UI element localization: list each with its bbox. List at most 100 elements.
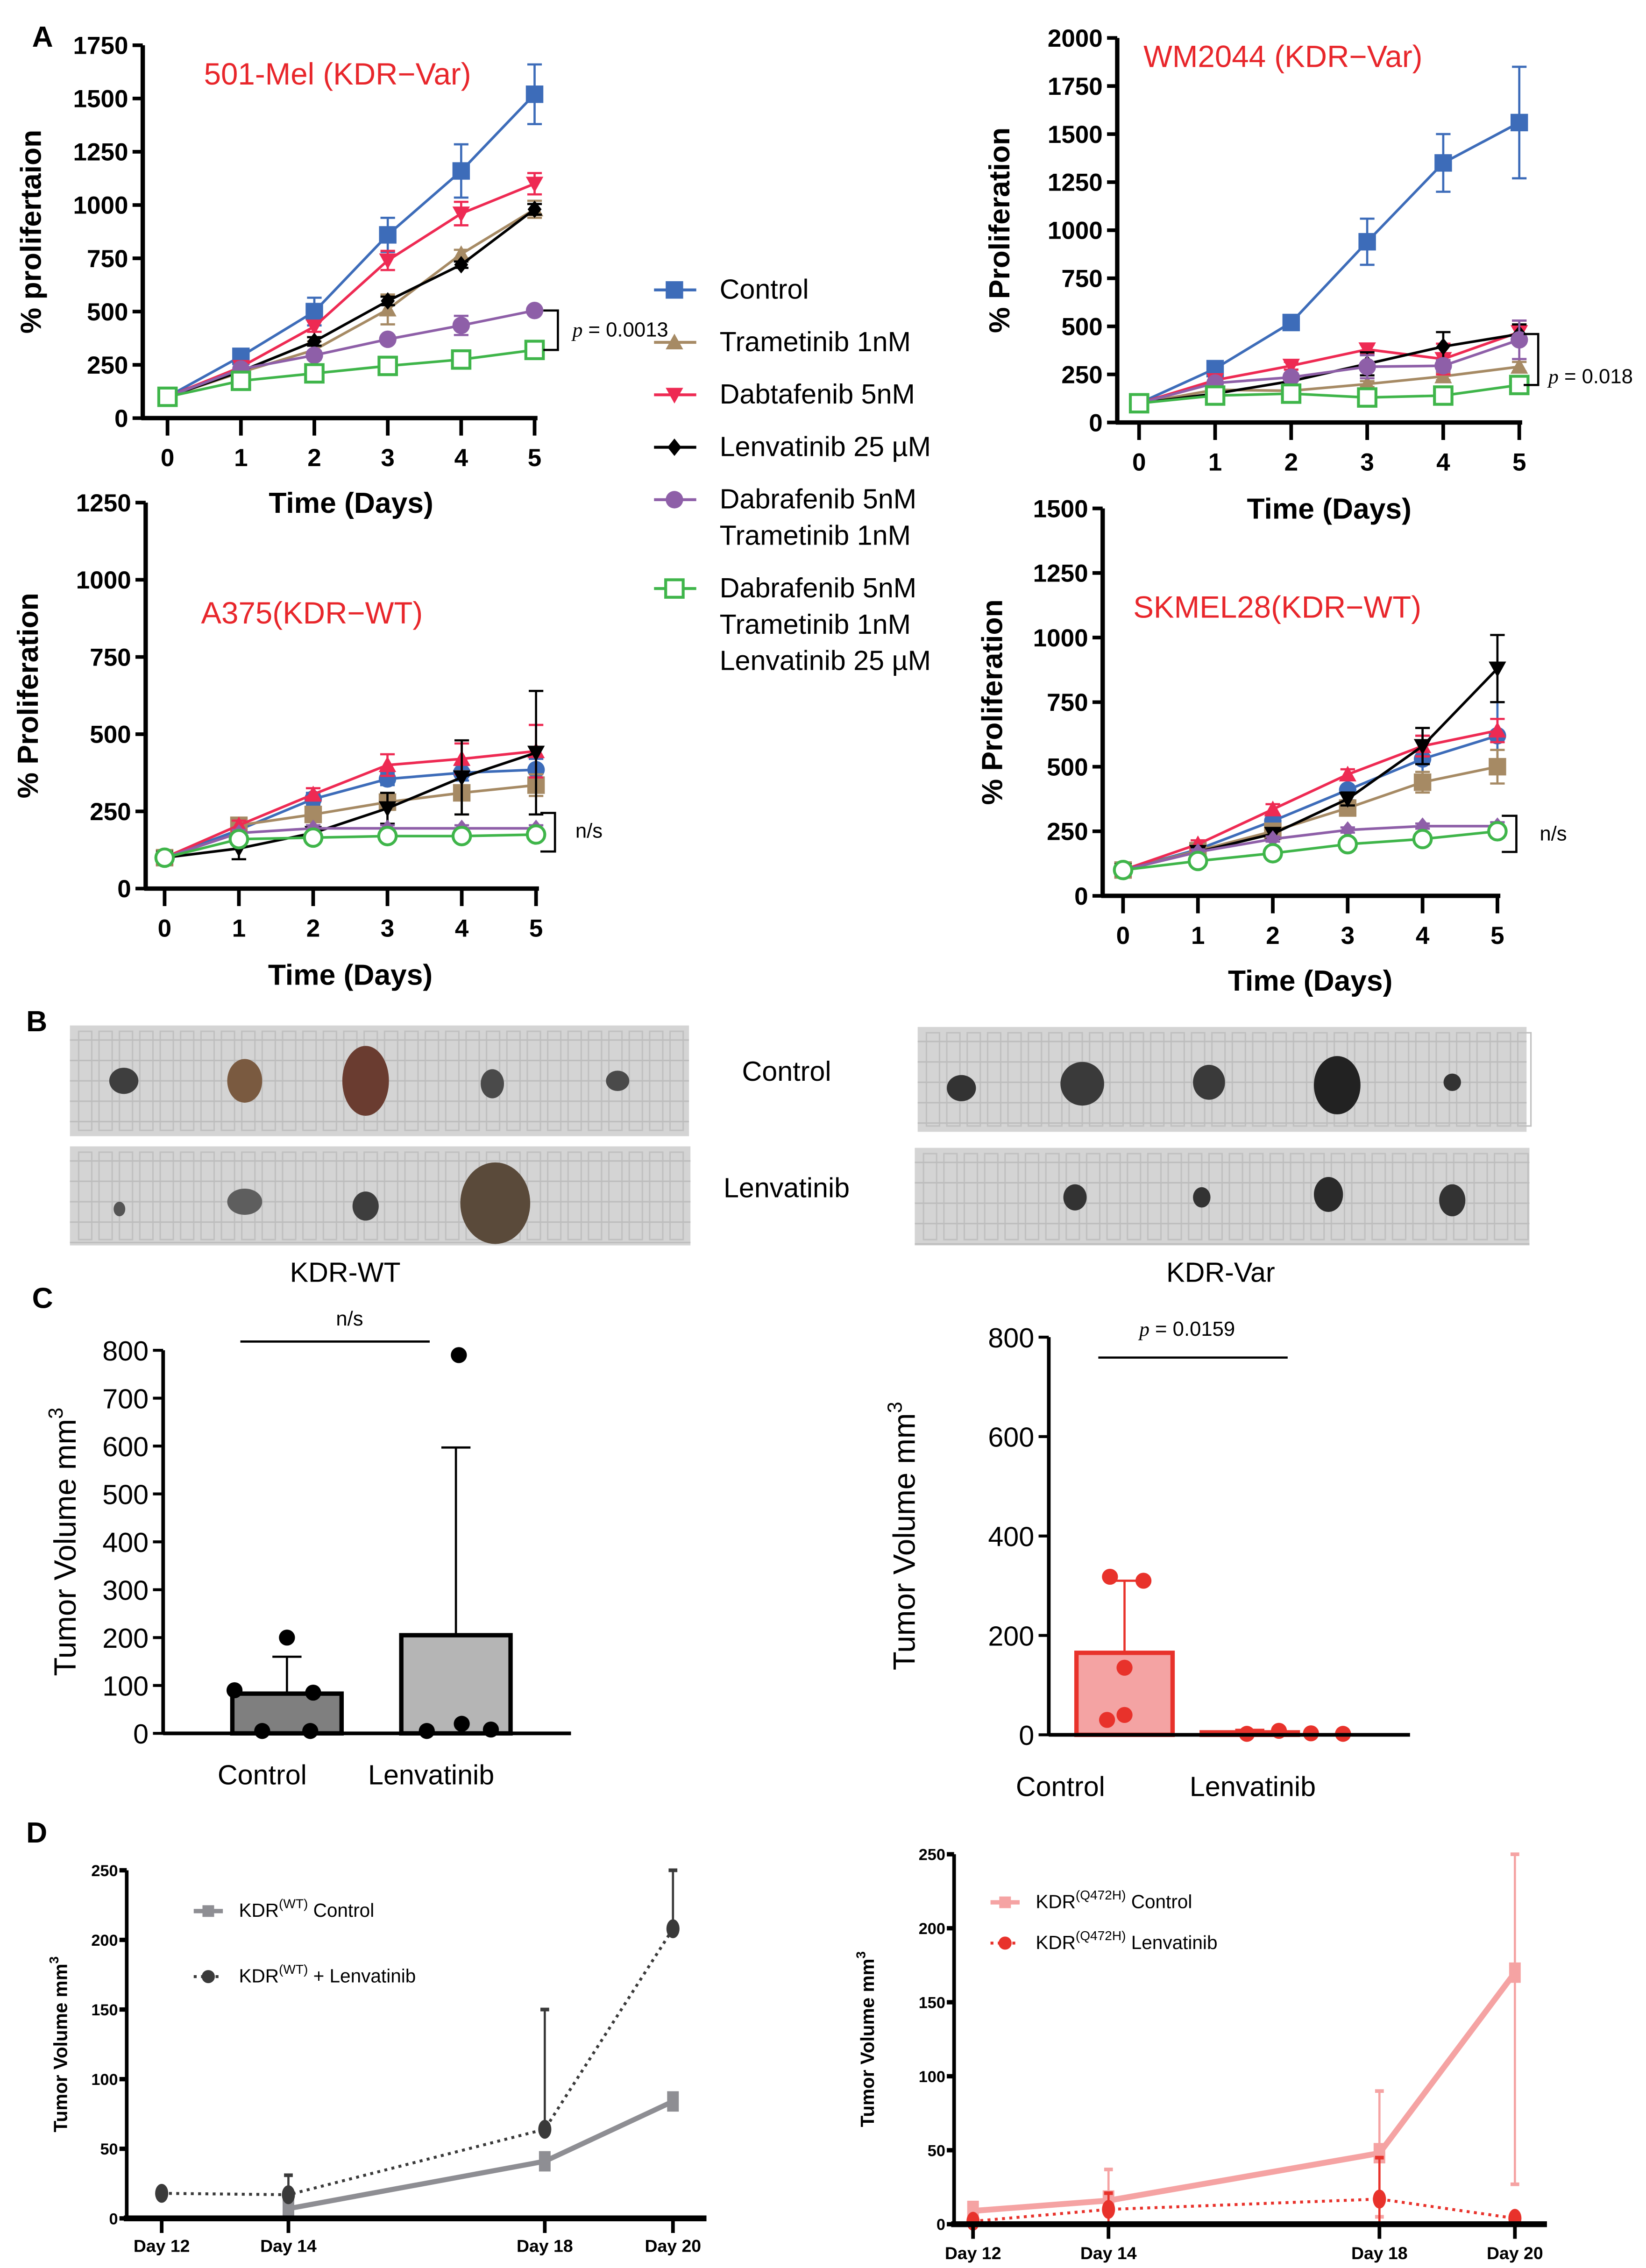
y-tick-label: 1250 — [76, 489, 131, 517]
legend-label: KDR(WT) Control — [239, 1897, 374, 1921]
y-tick-label: 50 — [100, 2140, 118, 2158]
data-point — [1187, 850, 1208, 872]
tumor-specimen — [1060, 1062, 1104, 1106]
data-point — [527, 200, 542, 218]
data-point — [230, 370, 251, 391]
photo-grid — [1249, 1153, 1264, 1240]
photo-grid — [1415, 1032, 1430, 1127]
tumor-specimen — [342, 1046, 389, 1116]
photo-grid — [1147, 1153, 1162, 1240]
data-point — [307, 333, 321, 350]
data-point — [1436, 338, 1450, 355]
photo-grid — [159, 1151, 174, 1240]
y-tick-label: 300 — [102, 1575, 149, 1606]
bar — [399, 1633, 513, 1736]
legend-label: KDR(Q472H) Control — [1036, 1888, 1192, 1913]
y-tick-label: 250 — [87, 352, 128, 379]
photo-grid — [1170, 1032, 1185, 1127]
legend-label: KDR(Q472H) Lenvatinib — [1036, 1928, 1217, 1953]
chart-title: 501-Mel (KDR−Var) — [204, 57, 471, 91]
y-tick-label: 500 — [102, 1479, 149, 1510]
x-tick-label: 0 — [1132, 448, 1146, 476]
y-axis-label: % prolifertaion — [15, 130, 47, 334]
data-point — [1116, 1707, 1133, 1723]
legend-marker — [201, 1970, 215, 1984]
data-point — [1282, 369, 1300, 386]
legend-marker — [666, 281, 683, 299]
y-axis-label: % Proliferation — [12, 593, 44, 798]
x-category-label: Lenvatinib — [368, 1759, 494, 1790]
data-point — [379, 330, 397, 348]
x-category-label: Control — [1016, 1771, 1105, 1802]
panel-b-tumor-photos: Control Lenvatinib KDR-WT KDR-Var — [70, 1025, 1532, 1288]
data-point — [1339, 792, 1357, 808]
series-2 — [156, 723, 545, 865]
photo-grid — [963, 1153, 979, 1240]
photo-grid — [98, 1151, 113, 1240]
data-point — [452, 245, 470, 261]
y-tick-label: 1000 — [1033, 624, 1088, 652]
photo-grid — [1272, 1032, 1287, 1127]
y-tick-label: 0 — [937, 2216, 945, 2234]
data-point — [226, 1682, 243, 1699]
data-point — [378, 756, 397, 773]
photo-grid — [1497, 1032, 1511, 1127]
series-line — [972, 2197, 1515, 2223]
legend-marker — [202, 1905, 214, 1917]
series-line — [167, 208, 536, 398]
series-0 — [1130, 65, 1528, 412]
y-axis-label-superscript: 3 — [47, 1956, 61, 1964]
x-axis-label: Time (Days) — [268, 959, 433, 991]
data-point — [525, 177, 544, 193]
data-point — [451, 349, 472, 370]
tumor-specimen — [481, 1069, 504, 1099]
data-point — [303, 827, 324, 848]
y-tick-label: 1250 — [1033, 560, 1088, 588]
y-axis-label-superscript: 3 — [44, 1408, 67, 1419]
photo-grid — [1007, 1032, 1022, 1127]
data-point — [304, 363, 325, 384]
data-point — [1510, 331, 1528, 349]
data-point — [1339, 765, 1357, 782]
series-1 — [966, 2155, 1522, 2231]
x-tick-label: 0 — [1116, 922, 1130, 950]
chart-4: Control Lenvatinib 0 100 200 300 400 500 600 700 8… — [44, 1307, 571, 1790]
y-tick-label: 0 — [1074, 883, 1088, 910]
data-point — [378, 801, 397, 817]
legend-item: Dabtafenib 5nM — [654, 378, 915, 410]
series-line — [164, 827, 536, 859]
y-axis-label: Tumor Volume mm3 — [853, 1951, 878, 2127]
data-point — [228, 829, 249, 850]
x-tick-label: 0 — [161, 444, 174, 472]
p-symbol: p — [1547, 365, 1559, 388]
data-point — [377, 826, 398, 846]
series-line — [164, 750, 536, 859]
series-4 — [158, 302, 544, 406]
photo-grid — [1252, 1032, 1267, 1127]
y-axis-label: % Proliferation — [977, 599, 1009, 805]
series-line — [1138, 121, 1520, 404]
photo-grid — [1517, 1032, 1532, 1127]
legend-item: Dabrafenib 5nM Trametinib 1nM — [654, 483, 916, 551]
significance-annotation: n/s — [1540, 822, 1567, 845]
p-value: n/s — [575, 819, 603, 842]
y-tick-label: 400 — [102, 1527, 149, 1558]
photo-grid — [1371, 1153, 1386, 1240]
legend-marker — [667, 438, 681, 456]
y-tick-label: 100 — [919, 2068, 945, 2086]
data-point — [1113, 859, 1134, 880]
p-value: = 0.0159 — [1149, 1318, 1235, 1340]
legend-item: Trametinib 1nM — [654, 326, 911, 357]
x-axis-label: Time (Days) — [269, 487, 433, 519]
y-axis-label-text: % Proliferation — [977, 599, 1009, 805]
series-3 — [1114, 634, 1506, 879]
photo-grid — [1494, 1153, 1509, 1240]
y-tick-label: 0 — [1089, 409, 1102, 437]
legend-label: Dabrafenib 5nM — [720, 572, 917, 603]
x-tick-label: 3 — [381, 444, 394, 472]
chart-5: Control Lenvatinib 0 200 400 600 800 Tumor Volu… — [883, 1318, 1410, 1802]
series-1 — [155, 1868, 680, 2204]
series-5 — [1113, 821, 1508, 880]
y-tick-label: 500 — [90, 721, 131, 749]
data-point — [1263, 843, 1283, 864]
